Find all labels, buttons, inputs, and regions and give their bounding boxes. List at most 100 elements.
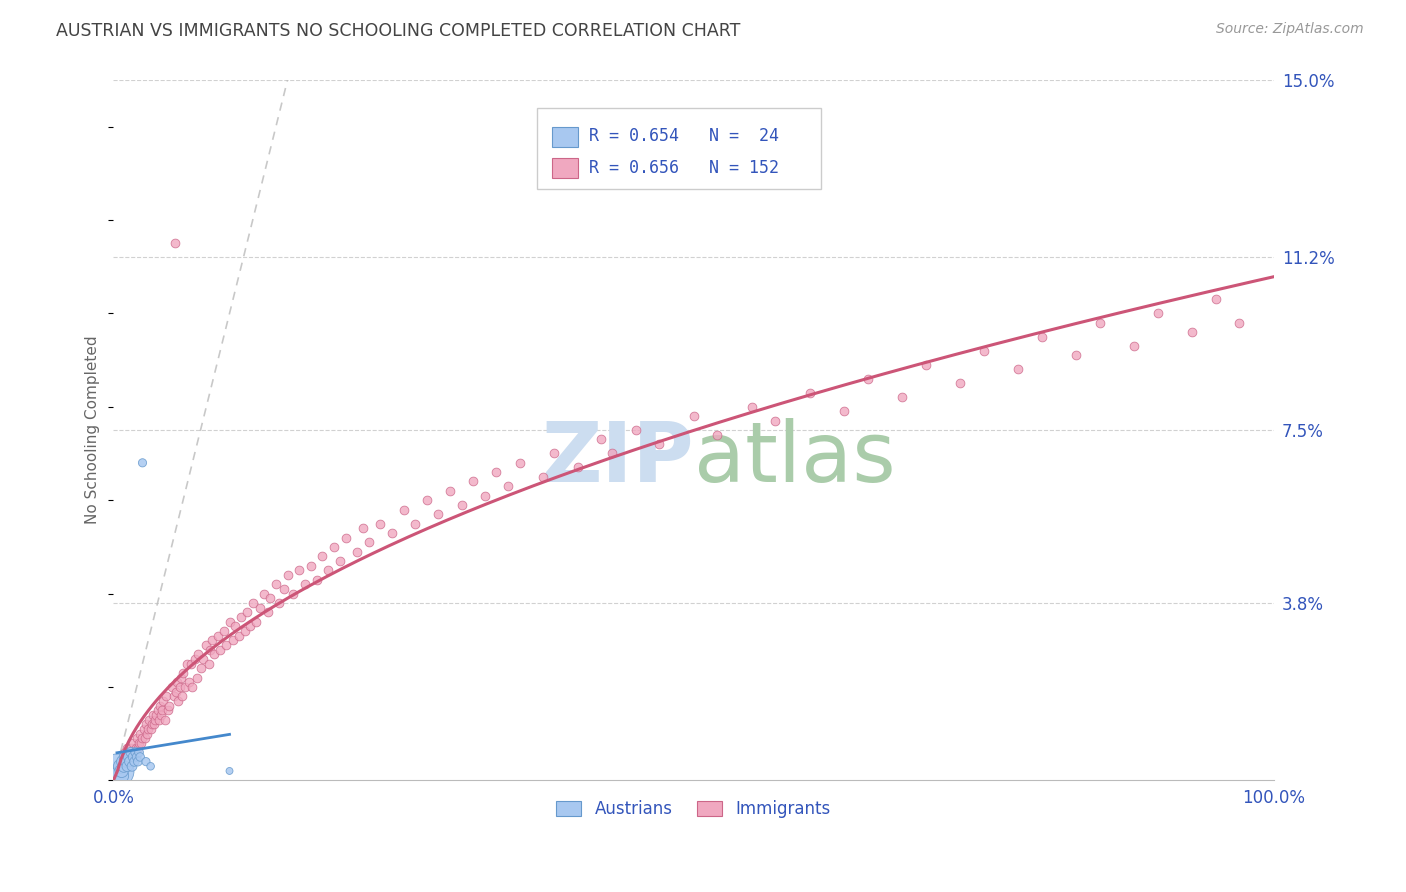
Point <box>124 745 146 759</box>
Point <box>149 698 172 713</box>
Point <box>602 446 624 460</box>
FancyBboxPatch shape <box>537 108 821 188</box>
Point <box>163 236 186 251</box>
Point <box>543 446 565 460</box>
Point <box>150 703 173 717</box>
Point <box>150 707 173 722</box>
Point <box>115 755 138 769</box>
Point <box>245 615 267 629</box>
Point <box>229 610 252 624</box>
Point <box>463 475 485 489</box>
Point <box>706 427 728 442</box>
Point <box>335 531 357 545</box>
Point <box>834 404 856 418</box>
Point <box>404 516 426 531</box>
Point <box>105 764 128 778</box>
Point <box>117 759 139 773</box>
Point <box>215 638 238 652</box>
Point <box>799 385 821 400</box>
Text: R = 0.656   N = 152: R = 0.656 N = 152 <box>589 159 779 178</box>
Point <box>177 675 200 690</box>
Point <box>259 591 281 606</box>
Point <box>1007 362 1029 376</box>
Point <box>146 703 169 717</box>
Point <box>157 703 180 717</box>
Point <box>531 470 554 484</box>
Point <box>392 502 415 516</box>
Point <box>110 755 132 769</box>
Point <box>118 745 141 759</box>
Point <box>201 633 224 648</box>
Point <box>135 755 157 769</box>
Point <box>329 554 352 568</box>
Point <box>176 657 198 671</box>
Point <box>209 642 232 657</box>
Point <box>117 750 139 764</box>
Text: atlas: atlas <box>693 417 896 499</box>
Point <box>914 358 936 372</box>
Text: ZIP: ZIP <box>541 417 693 499</box>
Point <box>108 769 131 783</box>
Point <box>172 665 194 680</box>
Point <box>124 755 146 769</box>
Point <box>120 745 142 759</box>
Point <box>741 400 763 414</box>
Point <box>110 764 132 778</box>
Point <box>114 750 136 764</box>
Point <box>143 713 166 727</box>
Point <box>273 582 295 596</box>
Point <box>127 740 149 755</box>
Point <box>112 759 135 773</box>
Point <box>1123 339 1146 353</box>
Point <box>276 567 298 582</box>
Point <box>450 498 472 512</box>
Point <box>311 549 333 564</box>
Point <box>167 694 190 708</box>
Point <box>218 615 240 629</box>
FancyBboxPatch shape <box>553 127 578 146</box>
Point <box>124 745 146 759</box>
Point <box>121 750 143 764</box>
Text: AUSTRIAN VS IMMIGRANTS NO SCHOOLING COMPLETED CORRELATION CHART: AUSTRIAN VS IMMIGRANTS NO SCHOOLING COMP… <box>56 22 741 40</box>
Point <box>416 493 439 508</box>
Point <box>117 750 139 764</box>
Point <box>148 713 170 727</box>
Point <box>108 759 131 773</box>
Point <box>141 717 163 731</box>
Point <box>115 755 138 769</box>
Point <box>122 736 145 750</box>
Point <box>212 624 235 638</box>
Point <box>222 633 245 648</box>
Point <box>124 740 146 755</box>
Y-axis label: No Schooling Completed: No Schooling Completed <box>86 335 100 524</box>
Point <box>128 745 150 759</box>
Point <box>283 586 305 600</box>
Point <box>1088 316 1111 330</box>
Point <box>682 409 704 424</box>
Point <box>239 619 262 633</box>
Point <box>143 717 166 731</box>
Point <box>949 376 972 391</box>
Point <box>288 563 311 577</box>
Point <box>624 423 647 437</box>
Point <box>155 690 177 704</box>
Point <box>111 750 134 764</box>
Point <box>197 657 219 671</box>
Point <box>117 740 139 755</box>
Point <box>509 456 531 470</box>
Point <box>1227 316 1250 330</box>
Point <box>496 479 519 493</box>
Point <box>198 642 221 657</box>
Point <box>136 722 159 736</box>
Point <box>891 391 914 405</box>
Point <box>253 586 276 600</box>
Point <box>163 690 186 704</box>
Point <box>218 764 240 778</box>
Point <box>121 759 143 773</box>
Point <box>1066 348 1088 362</box>
Point <box>169 680 191 694</box>
Point <box>129 726 152 740</box>
Point <box>166 675 188 690</box>
Point <box>160 680 183 694</box>
Point <box>118 755 141 769</box>
